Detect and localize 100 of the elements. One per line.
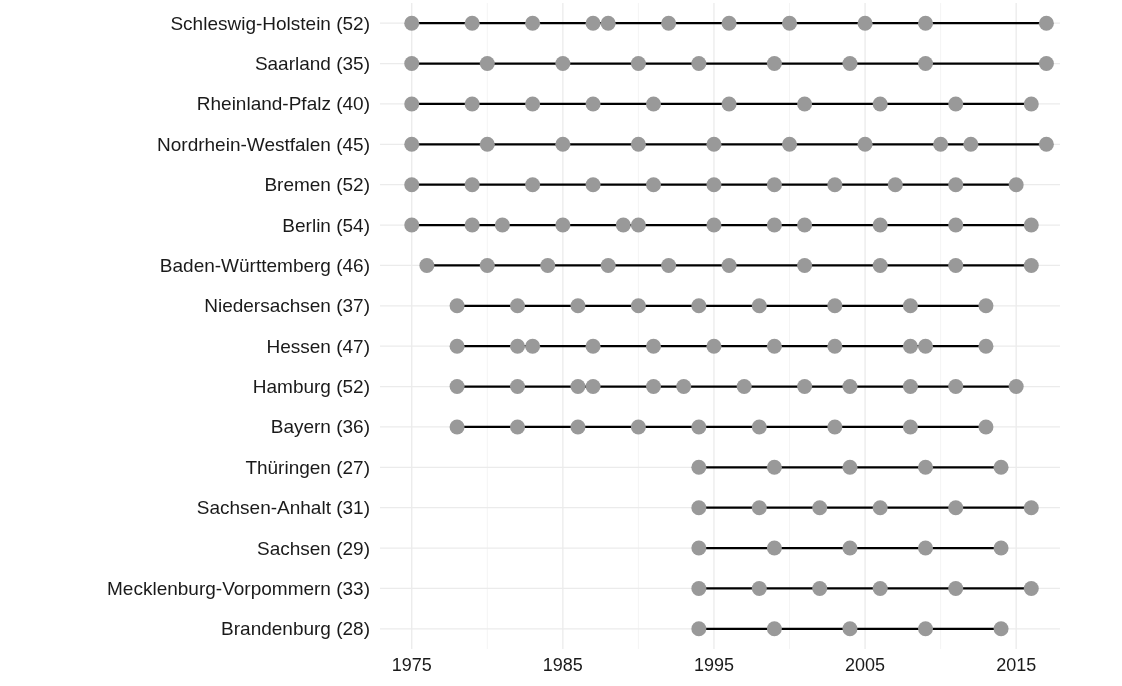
point — [721, 257, 737, 273]
y-tick-label: Nordrhein-Westfalen (45) — [157, 133, 370, 155]
point — [691, 580, 707, 596]
point — [646, 177, 662, 193]
point — [827, 177, 843, 193]
point — [555, 217, 571, 233]
y-tick-label: Hamburg (52) — [252, 376, 370, 398]
point — [766, 338, 782, 354]
point — [600, 257, 616, 273]
point — [1038, 136, 1054, 152]
point — [978, 419, 994, 435]
point — [721, 15, 737, 31]
point — [464, 177, 480, 193]
y-tick-label: Sachsen (29) — [256, 537, 370, 559]
point — [464, 217, 480, 233]
point — [902, 298, 918, 314]
point — [494, 217, 510, 233]
point — [525, 338, 541, 354]
point — [751, 580, 767, 596]
point — [963, 136, 979, 152]
point — [766, 540, 782, 556]
point — [404, 136, 420, 152]
point — [918, 459, 934, 475]
point — [570, 298, 586, 314]
point — [706, 177, 722, 193]
point — [933, 136, 949, 152]
point — [585, 379, 601, 395]
point — [691, 459, 707, 475]
x-tick-label: 1975 — [391, 655, 432, 675]
point — [570, 379, 586, 395]
y-tick-label: Bremen (52) — [264, 174, 370, 196]
point — [918, 338, 934, 354]
point — [525, 177, 541, 193]
point — [404, 217, 420, 233]
point — [948, 217, 964, 233]
point — [978, 298, 994, 314]
point — [630, 298, 646, 314]
point — [918, 540, 934, 556]
y-tick-label: Hessen (47) — [266, 335, 370, 357]
y-tick-label: Schleswig-Holstein (52) — [170, 12, 370, 34]
point — [993, 540, 1009, 556]
point — [464, 15, 480, 31]
y-tick-label: Baden-Württemberg (46) — [159, 254, 370, 276]
point — [691, 621, 707, 637]
point — [751, 298, 767, 314]
point — [585, 338, 601, 354]
point — [842, 379, 858, 395]
point — [404, 15, 420, 31]
point — [978, 338, 994, 354]
point — [1008, 379, 1024, 395]
point — [812, 580, 828, 596]
point — [797, 96, 813, 112]
point — [782, 136, 798, 152]
point — [706, 338, 722, 354]
point — [510, 419, 526, 435]
point — [510, 379, 526, 395]
y-tick-label: Mecklenburg-Vorpommern (33) — [107, 577, 370, 599]
point — [812, 500, 828, 516]
point — [766, 621, 782, 637]
y-tick-label: Berlin (54) — [282, 214, 370, 236]
point — [706, 136, 722, 152]
point — [706, 217, 722, 233]
point — [630, 217, 646, 233]
point — [585, 15, 601, 31]
point — [948, 580, 964, 596]
point — [479, 136, 495, 152]
x-tick-label: 1985 — [542, 655, 583, 675]
point — [872, 257, 888, 273]
y-tick-label: Niedersachsen (37) — [204, 295, 370, 317]
point — [827, 298, 843, 314]
point — [842, 56, 858, 72]
point — [555, 136, 571, 152]
point — [525, 96, 541, 112]
point — [419, 257, 435, 273]
point — [918, 621, 934, 637]
point — [902, 338, 918, 354]
point — [1008, 177, 1024, 193]
point — [661, 15, 677, 31]
point — [691, 540, 707, 556]
point — [857, 136, 873, 152]
point — [691, 298, 707, 314]
point — [751, 419, 767, 435]
point — [691, 56, 707, 72]
point — [630, 56, 646, 72]
point — [766, 459, 782, 475]
point — [479, 56, 495, 72]
point — [464, 96, 480, 112]
point — [842, 621, 858, 637]
point — [449, 338, 465, 354]
point — [615, 217, 631, 233]
point — [630, 419, 646, 435]
point — [1038, 15, 1054, 31]
point — [797, 217, 813, 233]
point — [1023, 257, 1039, 273]
point — [1023, 500, 1039, 516]
point — [1038, 56, 1054, 72]
y-tick-label: Thüringen (27) — [245, 456, 370, 478]
point — [1023, 96, 1039, 112]
point — [948, 257, 964, 273]
point — [691, 419, 707, 435]
